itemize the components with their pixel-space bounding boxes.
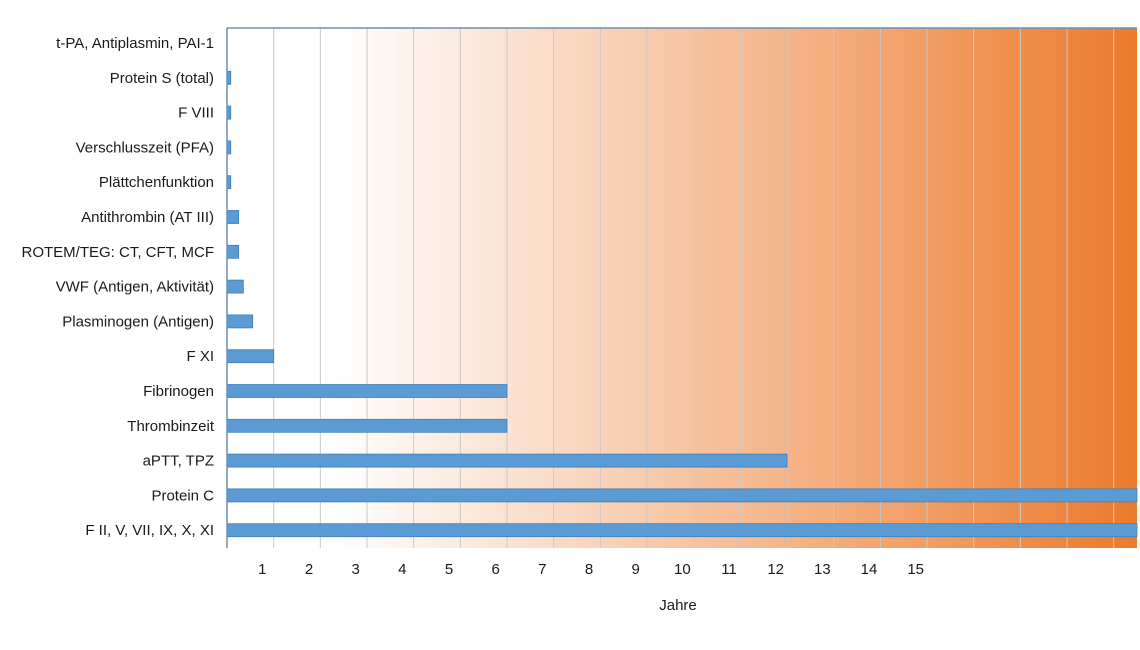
category-label: aPTT, TPZ bbox=[143, 453, 214, 470]
category-label: F XI bbox=[186, 348, 214, 365]
bar bbox=[226, 384, 508, 398]
x-tick-label: 3 bbox=[351, 561, 359, 578]
category-label: Protein C bbox=[151, 487, 214, 504]
bar bbox=[226, 244, 240, 259]
plot-background bbox=[227, 28, 1137, 548]
x-tick-label: 1 bbox=[258, 561, 266, 578]
x-tick-label: 9 bbox=[631, 561, 639, 578]
category-label: Verschlusszeit (PFA) bbox=[76, 139, 214, 156]
category-label: Plasminogen (Antigen) bbox=[62, 313, 214, 330]
x-tick-label: 8 bbox=[585, 561, 593, 578]
category-label: Fibrinogen bbox=[143, 383, 214, 400]
x-tick-label: 6 bbox=[491, 561, 499, 578]
category-label: VWF (Antigen, Aktivität) bbox=[56, 279, 214, 296]
bar bbox=[226, 349, 275, 364]
x-tick-label: 13 bbox=[814, 561, 831, 578]
x-tick-label: 11 bbox=[721, 561, 737, 578]
bar bbox=[226, 279, 244, 294]
bar bbox=[226, 523, 1138, 538]
x-tick-label: 5 bbox=[445, 561, 453, 578]
category-label: Protein S (total) bbox=[110, 70, 214, 87]
x-tick-label: 10 bbox=[674, 561, 691, 578]
category-label: F VIII bbox=[178, 105, 214, 122]
bar bbox=[226, 210, 240, 224]
category-label: Antithrombin (AT III) bbox=[81, 209, 214, 226]
category-label: F II, V, VII, IX, X, XI bbox=[85, 522, 214, 539]
x-tick-label: 14 bbox=[861, 561, 878, 578]
bar bbox=[226, 418, 508, 433]
category-label: t-PA, Antiplasmin, PAI-1 bbox=[56, 35, 214, 52]
x-axis-title: Jahre bbox=[659, 597, 697, 614]
category-label: Thrombinzeit bbox=[127, 418, 215, 435]
bar bbox=[226, 453, 788, 468]
x-tick-label: 12 bbox=[767, 561, 784, 578]
category-label: ROTEM/TEG: CT, CFT, MCF bbox=[22, 244, 215, 261]
category-label: Plättchenfunktion bbox=[99, 174, 214, 191]
x-tick-label: 15 bbox=[907, 561, 924, 578]
x-tick-label: 7 bbox=[538, 561, 546, 578]
x-tick-label: 2 bbox=[305, 561, 313, 578]
x-tick-label: 4 bbox=[398, 561, 406, 578]
bar bbox=[226, 314, 254, 329]
bar bbox=[226, 488, 1138, 503]
